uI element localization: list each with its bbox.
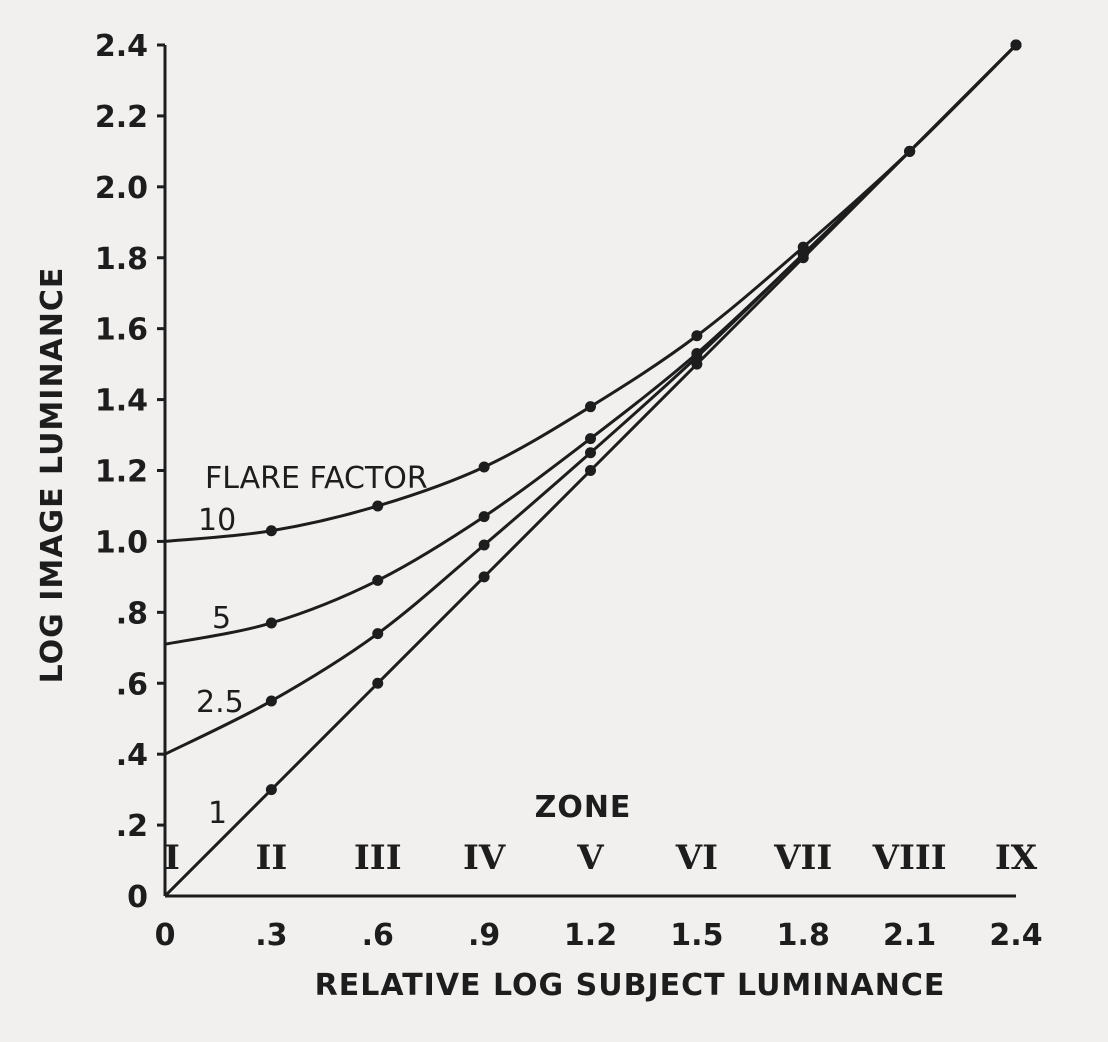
- data-point: [585, 447, 596, 459]
- zone-label: IX: [995, 838, 1038, 878]
- zone-label: I: [164, 838, 180, 878]
- data-point: [265, 617, 277, 629]
- x-axis-title: RELATIVE LOG SUBJECT LUMINANCE: [315, 968, 946, 1003]
- zone-title: ZONE: [535, 790, 632, 825]
- x-tick-label: 2.1: [883, 918, 936, 953]
- zone-label: VI: [675, 838, 718, 878]
- y-tick-label: 1.6: [95, 313, 148, 348]
- data-point: [265, 525, 277, 537]
- zone-label: IV: [463, 838, 506, 878]
- x-tick-label: .6: [362, 918, 394, 953]
- data-point: [585, 401, 596, 413]
- y-tick-label: 1.4: [95, 384, 148, 419]
- data-point: [585, 433, 596, 445]
- x-tick-label: 0: [155, 918, 176, 953]
- data-point: [478, 539, 490, 551]
- x-tick-label: .3: [255, 918, 287, 953]
- y-tick-label: 1.2: [95, 455, 148, 490]
- data-point: [691, 330, 703, 342]
- x-tick-label: 1.8: [777, 918, 830, 953]
- data-point: [797, 241, 809, 253]
- legend-title: FLARE FACTOR: [205, 461, 428, 496]
- y-tick-label: .6: [116, 667, 148, 702]
- series-line-flare-5: [164, 43, 1018, 646]
- y-tick-label: .8: [116, 596, 148, 631]
- data-point: [478, 461, 490, 473]
- data-point: [372, 574, 384, 586]
- y-axis-title: LOG IMAGE LUMINANCE: [35, 267, 70, 684]
- data-point: [904, 145, 916, 157]
- y-tick-label: .4: [116, 738, 148, 773]
- zone-label: III: [354, 838, 402, 878]
- x-tick-label: 1.5: [670, 918, 723, 953]
- series-label-flare-2.5: 2.5: [196, 685, 244, 720]
- y-tick-label: 1.0: [95, 525, 148, 560]
- data-point: [265, 784, 277, 796]
- zone-label: VII: [773, 838, 832, 878]
- series-line-flare-2.5: [164, 43, 1018, 756]
- zone-label: II: [255, 838, 287, 878]
- x-tick-label: 1.2: [564, 918, 617, 953]
- series-label-flare-10: 10: [198, 503, 236, 538]
- series-label-flare-1: 1: [208, 796, 227, 831]
- zone-label: V: [576, 838, 604, 878]
- y-tick-label: 2.4: [95, 29, 148, 64]
- y-tick-label: 2.2: [95, 100, 148, 135]
- x-tick-label: .9: [468, 918, 500, 953]
- zone-label: VIII: [872, 838, 947, 878]
- data-point: [372, 500, 384, 512]
- data-point: [691, 347, 703, 359]
- y-tick-label: .2: [116, 809, 148, 844]
- data-point: [478, 571, 490, 583]
- series-label-flare-5: 5: [212, 601, 231, 636]
- data-point: [372, 677, 384, 689]
- series-line-flare-10: [164, 43, 1018, 543]
- ticks: 0 .3 .6 .9 1.2 1.5 1.8 2.1 2.4 0 .2 .4 .6 .8 1.0 1.2 1.4…: [95, 29, 1043, 953]
- data-point: [265, 695, 277, 707]
- data-point: [372, 628, 384, 640]
- x-tick-label: 2.4: [989, 918, 1042, 953]
- y-tick-label: 1.8: [95, 242, 148, 277]
- points: [265, 39, 1022, 796]
- data-point: [585, 465, 596, 476]
- y-tick-label: 2.0: [95, 171, 148, 206]
- y-tick-label: 0: [127, 880, 148, 915]
- data-point: [1010, 39, 1022, 51]
- data-point: [478, 511, 490, 523]
